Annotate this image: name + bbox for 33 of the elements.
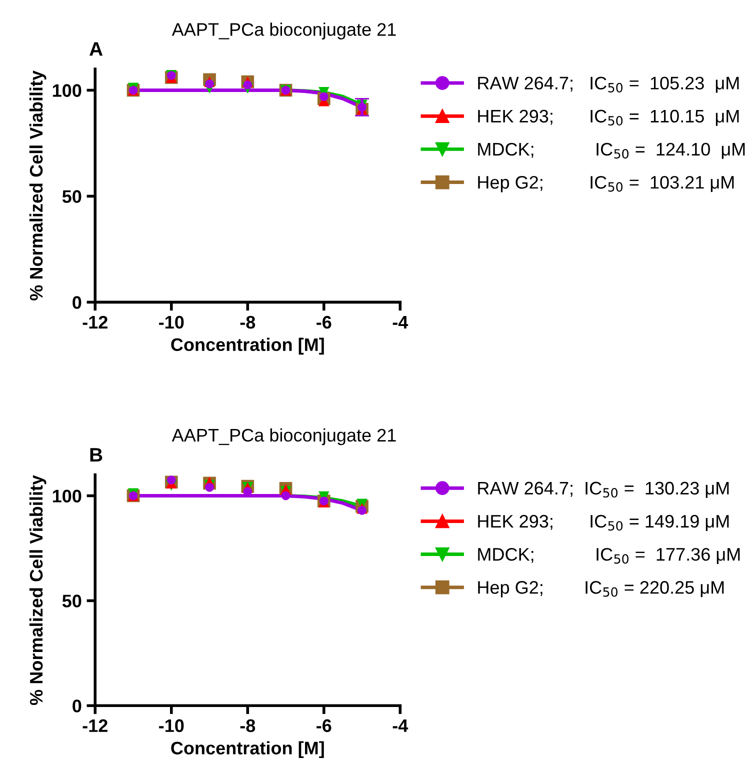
y-tick-label: 100 xyxy=(52,84,82,97)
x-axis-title: Concentration [M] xyxy=(171,338,324,355)
text: A xyxy=(90,42,103,56)
chart-title: AAPT_PCa bioconjugate 21 xyxy=(172,428,396,446)
x-tick-label: -6 xyxy=(316,719,332,732)
x-tick-label: -8 xyxy=(240,316,256,329)
x-tick-label: -4 xyxy=(392,316,408,328)
x-tick-label: -10 xyxy=(159,719,184,732)
legend-label: RAW 264.7; IC$_{50}$ = 105.23 μM xyxy=(478,76,739,93)
legend-label: MDCK; IC$_{50}$ = 177.36 μM xyxy=(478,548,740,564)
x-tick-label: -4 xyxy=(392,719,408,732)
legend-label: HEK 293; IC$_{50}$ = 110.15 μM xyxy=(478,110,739,126)
x-tick-label: -10 xyxy=(159,316,184,329)
y-axis-title: % Normalized Cell Viability xyxy=(29,475,46,705)
y-tick-label: 0 xyxy=(72,700,82,712)
y-tick-label: 50 xyxy=(62,190,82,203)
chart-title: AAPT_PCa bioconjugate 21 xyxy=(172,22,396,40)
y-axis-title: % Normalized Cell Viability xyxy=(29,70,46,300)
x-tick-label: -8 xyxy=(240,719,256,732)
legend-label: HEK 293; IC$_{50}$ = 149.19 μM xyxy=(478,514,729,531)
x-tick-label: -6 xyxy=(316,316,332,329)
legend-label: RAW 264.7; IC$_{50}$ = 130.23 μM xyxy=(478,482,729,498)
x-tick-label: -12 xyxy=(82,316,108,328)
y-tick-label: 50 xyxy=(62,594,82,608)
text: B xyxy=(90,448,102,462)
legend-label: Hep G2; IC$_{50}$ = 220.25 μM xyxy=(478,581,724,598)
x-axis-title: Concentration [M] xyxy=(171,741,324,758)
legend-label: MDCK; IC$_{50}$ = 124.10 μM xyxy=(478,142,745,159)
y-tick-label: 0 xyxy=(72,296,82,309)
legend-label: Hep G2; IC$_{50}$ = 103.21 μM xyxy=(478,176,734,192)
y-tick-label: 100 xyxy=(52,490,82,502)
x-tick-label: -12 xyxy=(82,719,108,732)
point xyxy=(281,491,290,500)
